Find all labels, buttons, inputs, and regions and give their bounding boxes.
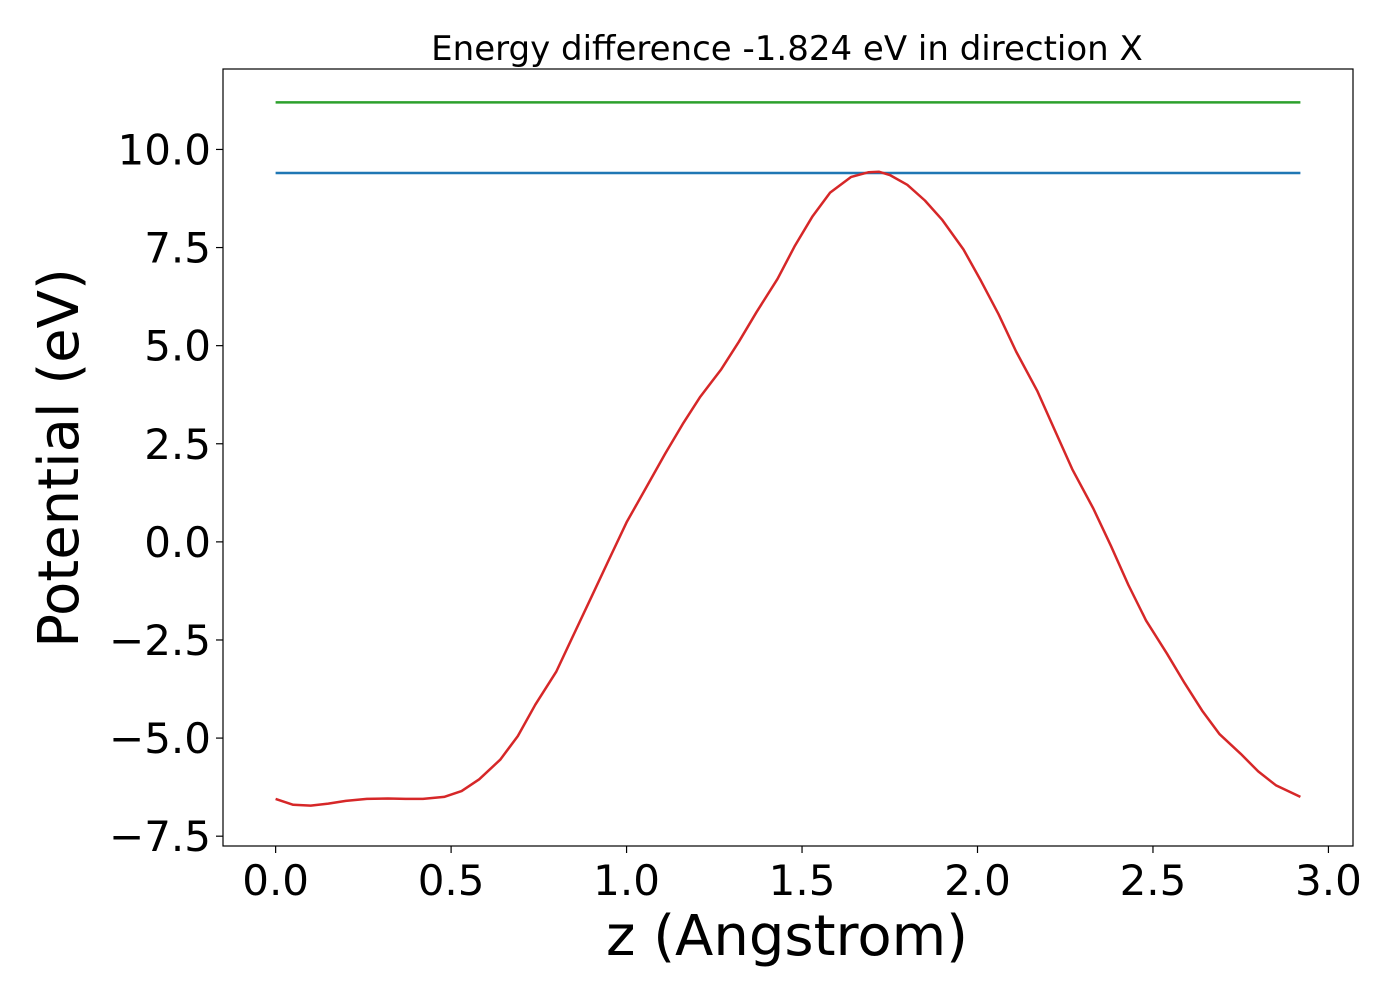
y-tick-label: 0.0 [144, 518, 211, 567]
y-tick-label: 7.5 [144, 224, 211, 273]
y-tick-label: −7.5 [109, 812, 211, 861]
x-tick-label: 3.0 [1295, 856, 1362, 905]
series-layer [275, 101, 1301, 807]
x-axis-label: z (Angstrom) [606, 904, 968, 969]
x-tick-label: 1.0 [593, 856, 660, 905]
x-tick-label: 2.5 [1120, 856, 1187, 905]
y-tick-label: −2.5 [109, 616, 211, 665]
series-line-2 [275, 170, 1301, 807]
plot-frame [222, 68, 1354, 847]
y-tick-label: 5.0 [144, 322, 211, 371]
y-axis: −7.5 −5.0 −2.5 0.0 2.5 5.0 7.5 10.0 [109, 125, 223, 861]
y-tick-label: 2.5 [144, 420, 211, 469]
x-tick-label: 0.0 [242, 856, 309, 905]
chart-title: Energy difference -1.824 eV in direction… [431, 29, 1143, 69]
x-axis: 0.0 0.5 1.0 1.5 2.0 2.5 3.0 [242, 846, 1362, 905]
y-tick-label: 10.0 [117, 125, 211, 174]
x-tick-label: 0.5 [418, 856, 485, 905]
x-tick-label: 1.5 [769, 856, 836, 905]
x-tick-label: 2.0 [944, 856, 1011, 905]
y-tick-label: −5.0 [109, 714, 211, 763]
y-axis-label: Potential (eV) [27, 268, 92, 648]
